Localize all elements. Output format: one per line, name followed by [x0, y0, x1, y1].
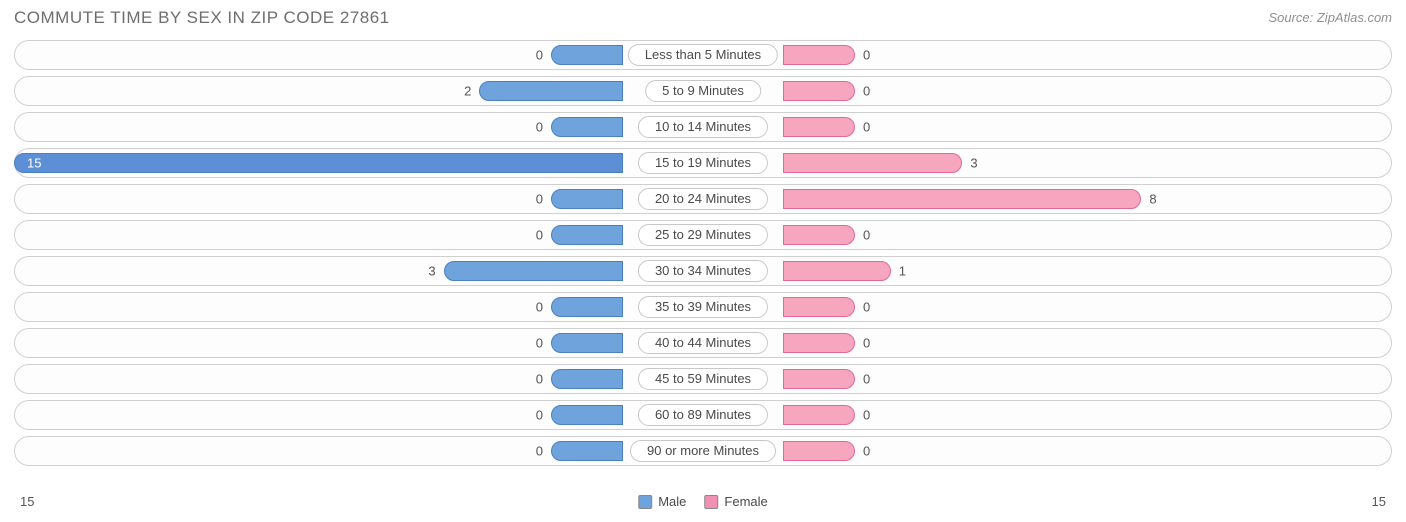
male-bar — [551, 117, 623, 137]
female-bar — [783, 81, 855, 101]
chart-title: COMMUTE TIME BY SEX IN ZIP CODE 27861 — [14, 8, 390, 28]
category-label: 20 to 24 Minutes — [638, 188, 768, 210]
legend-item-male: Male — [638, 494, 686, 509]
female-bar — [783, 333, 855, 353]
male-value: 0 — [536, 300, 543, 315]
male-value: 0 — [536, 120, 543, 135]
female-bar — [783, 45, 855, 65]
male-value: 2 — [464, 84, 471, 99]
female-value: 0 — [863, 336, 870, 351]
male-value: 0 — [536, 192, 543, 207]
category-label: 90 or more Minutes — [630, 440, 776, 462]
axis-row: 15 Male Female 15 — [14, 494, 1392, 512]
female-bar — [783, 441, 855, 461]
female-bar — [783, 153, 962, 173]
chart-row: 15 to 19 Minutes 15 3 — [14, 148, 1392, 178]
male-bar — [551, 189, 623, 209]
chart-row: 20 to 24 Minutes 0 8 — [14, 184, 1392, 214]
category-label: 30 to 34 Minutes — [638, 260, 768, 282]
chart-row: 30 to 34 Minutes 3 1 — [14, 256, 1392, 286]
female-bar — [783, 225, 855, 245]
category-label: 40 to 44 Minutes — [638, 332, 768, 354]
male-value: 0 — [536, 408, 543, 423]
chart-row: 25 to 29 Minutes 0 0 — [14, 220, 1392, 250]
female-value: 1 — [899, 264, 906, 279]
pyramid-chart: Less than 5 Minutes005 to 9 Minutes2010 … — [14, 40, 1392, 492]
chart-row: 45 to 59 Minutes 0 0 — [14, 364, 1392, 394]
male-value: 0 — [536, 228, 543, 243]
male-bar — [551, 405, 623, 425]
chart-row: 90 or more Minutes 0 0 — [14, 436, 1392, 466]
category-label: 5 to 9 Minutes — [645, 80, 761, 102]
male-value: 15 — [27, 156, 41, 171]
male-bar — [551, 45, 623, 65]
male-bar — [444, 261, 623, 281]
male-value: 3 — [428, 264, 435, 279]
female-value: 0 — [863, 408, 870, 423]
legend-item-female: Female — [704, 494, 767, 509]
female-bar — [783, 189, 1141, 209]
female-value: 0 — [863, 48, 870, 63]
female-value: 0 — [863, 84, 870, 99]
category-label: 35 to 39 Minutes — [638, 296, 768, 318]
female-bar — [783, 261, 891, 281]
male-bar — [551, 297, 623, 317]
female-bar — [783, 117, 855, 137]
male-bar — [551, 441, 623, 461]
male-bar — [551, 225, 623, 245]
source-label: Source: ZipAtlas.com — [1268, 10, 1392, 25]
category-label: Less than 5 Minutes — [628, 44, 778, 66]
category-label: 15 to 19 Minutes — [638, 152, 768, 174]
category-label: 10 to 14 Minutes — [638, 116, 768, 138]
female-value: 0 — [863, 228, 870, 243]
chart-row: 60 to 89 Minutes 0 0 — [14, 400, 1392, 430]
female-bar — [783, 405, 855, 425]
female-bar — [783, 297, 855, 317]
male-bar — [551, 369, 623, 389]
female-bar — [783, 369, 855, 389]
male-bar — [551, 333, 623, 353]
male-value: 0 — [536, 444, 543, 459]
category-label: 60 to 89 Minutes — [638, 404, 768, 426]
axis-right-max: 15 — [1372, 494, 1386, 509]
female-swatch-icon — [704, 495, 718, 509]
male-value: 0 — [536, 372, 543, 387]
chart-row: 5 to 9 Minutes 2 0 — [14, 76, 1392, 106]
male-swatch-icon — [638, 495, 652, 509]
male-bar — [14, 153, 623, 173]
female-value: 0 — [863, 372, 870, 387]
legend-label: Male — [658, 494, 686, 509]
chart-row: 35 to 39 Minutes 0 0 — [14, 292, 1392, 322]
male-bar — [479, 81, 623, 101]
chart-row: 40 to 44 Minutes 0 0 — [14, 328, 1392, 358]
female-value: 8 — [1149, 192, 1156, 207]
category-label: 45 to 59 Minutes — [638, 368, 768, 390]
female-value: 0 — [863, 444, 870, 459]
axis-left-max: 15 — [20, 494, 34, 509]
chart-row: 10 to 14 Minutes 0 0 — [14, 112, 1392, 142]
male-value: 0 — [536, 48, 543, 63]
female-value: 0 — [863, 300, 870, 315]
category-label: 25 to 29 Minutes — [638, 224, 768, 246]
chart-row: Less than 5 Minutes 0 0 — [14, 40, 1392, 70]
legend-label: Female — [724, 494, 767, 509]
male-value: 0 — [536, 336, 543, 351]
female-value: 0 — [863, 120, 870, 135]
legend: Male Female — [638, 494, 768, 509]
female-value: 3 — [970, 156, 977, 171]
